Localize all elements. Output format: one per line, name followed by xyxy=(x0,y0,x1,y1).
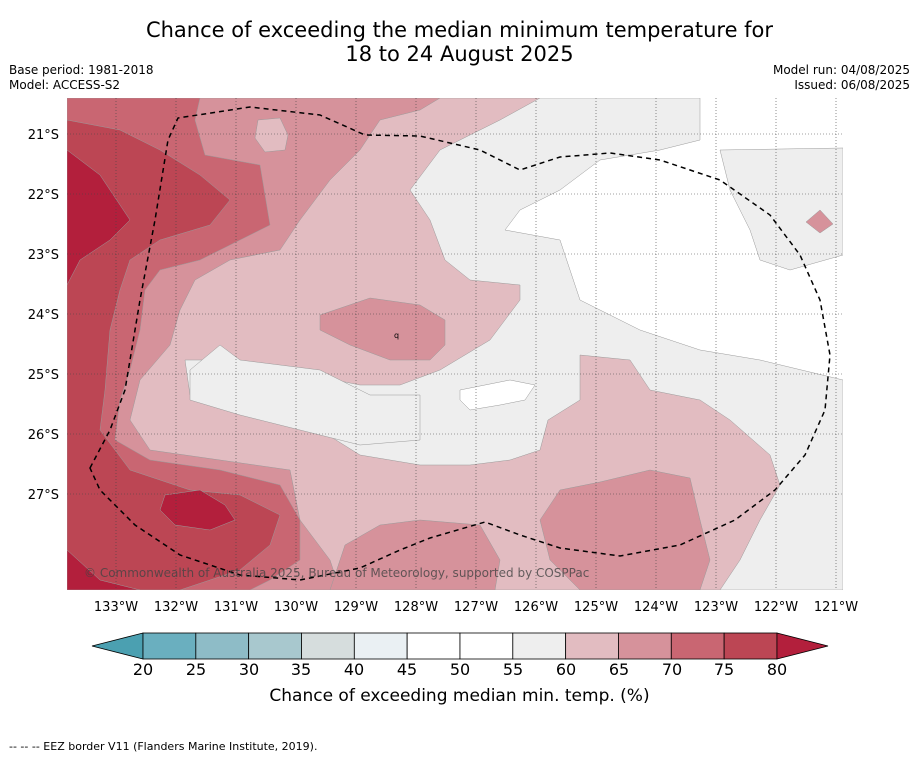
colorbar-ticks: 20 25 30 35 40 45 50 55 60 65 70 75 80 xyxy=(0,660,919,680)
lat-label: 25°S xyxy=(28,368,59,383)
colorbar-tick: 35 xyxy=(290,660,312,679)
colorbar-swatch xyxy=(618,632,672,660)
field-65-70-south xyxy=(329,519,501,590)
base-period: Base period: 1981-2018 xyxy=(9,63,154,77)
title-line-1: Chance of exceeding the median minimum t… xyxy=(145,18,774,42)
colorbar-swatch xyxy=(565,632,619,660)
colorbar-swatch xyxy=(670,632,725,660)
lat-gridlines xyxy=(67,133,843,495)
lon-label: 124°W xyxy=(634,600,678,615)
colorbar-tick: 80 xyxy=(766,660,788,679)
lat-label: 24°S xyxy=(28,308,59,323)
lat-label: 26°S xyxy=(28,428,59,443)
field-80-plus xyxy=(67,149,131,286)
colorbar-swatch xyxy=(353,632,408,660)
colorbar-swatch xyxy=(512,632,567,660)
colorbar-tick: 50 xyxy=(449,660,471,679)
colorbar-tick: 45 xyxy=(396,660,418,679)
lon-label: 130°W xyxy=(274,600,318,615)
model-run: Model run: 04/08/2025 xyxy=(772,63,910,77)
colorbar-swatch xyxy=(195,632,250,660)
colorbar-swatch xyxy=(301,632,355,660)
copyright-text: © Commonwealth of Australia 2025, Bureau… xyxy=(84,566,589,580)
colorbar-swatch xyxy=(723,632,778,660)
lon-label: 125°W xyxy=(574,600,618,615)
lon-label: 129°W xyxy=(334,600,378,615)
colorbar-arrow-low xyxy=(91,632,144,660)
colorbar-swatch xyxy=(248,632,302,660)
lon-label: 122°W xyxy=(754,600,798,615)
lon-labels: 133°W 132°W 131°W 130°W 129°W 128°W 127°… xyxy=(94,600,858,615)
field-gap-white-2 xyxy=(189,344,421,446)
eez-legend-note: -- -- -- EEZ border V11 (Flanders Marine… xyxy=(9,740,318,753)
colorbar-tick: 70 xyxy=(661,660,683,679)
lon-gridlines xyxy=(115,98,837,590)
lon-label: 121°W xyxy=(814,600,858,615)
colorbar-tick: 30 xyxy=(238,660,260,679)
lat-label: 21°S xyxy=(28,128,59,143)
colorbar xyxy=(91,632,829,660)
eez-border xyxy=(89,106,831,581)
lat-labels: 21°S 22°S 23°S 24°S 25°S 26°S 27°S xyxy=(28,128,59,503)
lon-label: 127°W xyxy=(454,600,498,615)
lon-label: 133°W xyxy=(94,600,138,615)
field-60-65-spot xyxy=(254,117,289,153)
model-name: Model: ACCESS-S2 xyxy=(9,78,121,92)
meta-right: Model run: 04/08/2025 Issued: 06/08/2025 xyxy=(773,63,910,93)
colorbar-arrow-high xyxy=(776,632,829,660)
lon-label: 132°W xyxy=(154,600,198,615)
issued-date: Issued: 06/08/2025 xyxy=(794,78,910,92)
colorbar-tick: 40 xyxy=(343,660,365,679)
colorbar-tick: 55 xyxy=(502,660,524,679)
colorbar-swatch xyxy=(406,632,461,660)
lon-label: 126°W xyxy=(514,600,558,615)
colorbar-swatch xyxy=(142,632,197,660)
lat-label: 23°S xyxy=(28,248,59,263)
field-55-60-east xyxy=(719,147,843,271)
field-80-plus-south xyxy=(159,489,236,531)
lat-label: 22°S xyxy=(28,188,59,203)
colorbar-tick: 20 xyxy=(132,660,154,679)
colorbar-tick: 25 xyxy=(185,660,207,679)
field-65-70-center xyxy=(319,297,446,361)
lon-label: 123°W xyxy=(694,600,738,615)
colorbar-tick: 60 xyxy=(555,660,577,679)
island-marker: q xyxy=(394,331,399,340)
contour-fields xyxy=(67,98,843,590)
meta-left: Base period: 1981-2018 Model: ACCESS-S2 xyxy=(9,63,154,93)
lon-label: 128°W xyxy=(394,600,438,615)
lat-label: 27°S xyxy=(28,488,59,503)
field-75-80 xyxy=(67,119,281,590)
lon-label: 131°W xyxy=(214,600,258,615)
field-80-plus-bottom xyxy=(67,549,141,590)
colorbar-label: Chance of exceeding median min. temp. (%… xyxy=(269,686,650,706)
colorbar-tick: 65 xyxy=(608,660,630,679)
title-line-2: 18 to 24 August 2025 xyxy=(345,42,574,66)
field-65-70-east xyxy=(805,209,834,234)
colorbar-tick: 75 xyxy=(713,660,735,679)
field-65-70-southeast xyxy=(539,469,711,590)
field-gap-white xyxy=(459,379,536,411)
colorbar-swatch xyxy=(459,632,514,660)
map-title: Chance of exceeding the median minimum t… xyxy=(0,18,919,66)
